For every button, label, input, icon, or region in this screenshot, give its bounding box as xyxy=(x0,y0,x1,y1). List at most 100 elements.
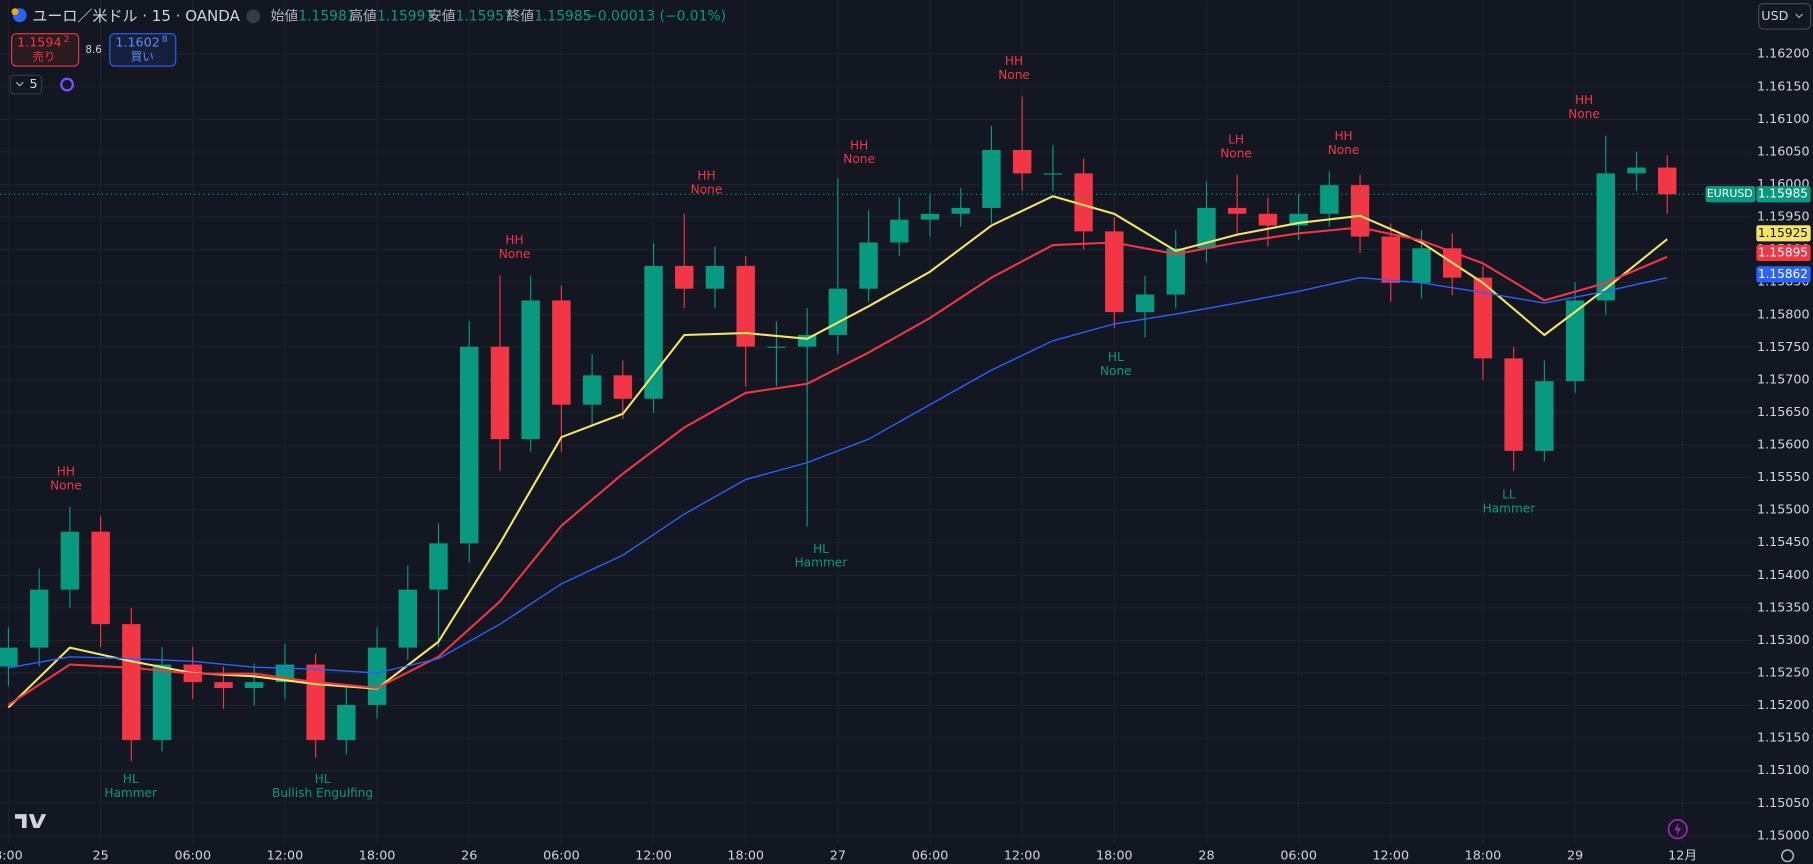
candle-body xyxy=(337,704,356,741)
candle-body xyxy=(644,265,663,399)
candle-body xyxy=(982,149,1001,208)
plot: EURUSD 1.159851.159251.158951.15862HHNone… xyxy=(0,54,1811,800)
ohlc-label: 安値 xyxy=(428,8,456,24)
y-tick-label: 1.15750 xyxy=(1757,339,1810,354)
candle-body xyxy=(1504,358,1523,451)
swing-label: HH xyxy=(57,464,75,478)
x-tick-label: 18:00 xyxy=(1465,847,1502,862)
x-tick-label: 12:00 xyxy=(1372,847,1409,862)
alert-icon[interactable] xyxy=(1667,819,1688,840)
y-tick-label: 1.15600 xyxy=(1757,437,1810,452)
x-tick-label: 12:00 xyxy=(635,847,672,862)
candle-body xyxy=(1258,213,1278,226)
candle-body xyxy=(1166,248,1185,295)
y-tick-label: 1.16050 xyxy=(1757,143,1810,158)
swing-label: HL xyxy=(123,772,139,786)
pattern-label: None xyxy=(998,68,1030,82)
x-tick-label: 06:00 xyxy=(1280,847,1317,862)
candle-body xyxy=(1350,185,1370,237)
chevron xyxy=(1795,13,1804,19)
price-tag xyxy=(1756,186,1811,203)
swing-label: HL xyxy=(1108,350,1124,364)
sell-label: 売り xyxy=(32,49,55,63)
swing-label: HH xyxy=(1334,129,1352,143)
candle-body xyxy=(29,589,49,648)
candle-body xyxy=(1074,173,1093,232)
candle-body xyxy=(1596,173,1616,301)
x-tick-label: 12:00 xyxy=(1004,847,1041,862)
ohlc-label: 始値 xyxy=(271,8,299,24)
x-tick-label: 06:00 xyxy=(912,847,949,862)
x-tick-label: 18:00 xyxy=(727,847,764,862)
price-tag xyxy=(1756,244,1811,261)
candle-body xyxy=(1043,173,1063,175)
swing-label: HH xyxy=(1575,93,1593,107)
x-tick-label: 18:00 xyxy=(1096,847,1133,862)
indicator-toggle[interactable] xyxy=(9,74,43,95)
candle-body xyxy=(828,288,848,335)
x-tick-label: 06:00 xyxy=(543,847,580,862)
buy-button[interactable] xyxy=(109,33,177,67)
symbol[interactable]: ユーロ／米ドル · 15 · OANDA xyxy=(32,7,240,25)
sell-price: 1.1594 xyxy=(17,34,61,49)
ohlc-value: 1.15957 xyxy=(456,8,513,24)
candle-body xyxy=(1535,381,1554,451)
y-tick-label: 1.15450 xyxy=(1757,534,1810,549)
sell-button[interactable] xyxy=(10,33,80,67)
y-tick-label: 1.15950 xyxy=(1757,209,1810,224)
candle-body xyxy=(398,589,418,648)
x-tick-label: 26 xyxy=(461,847,477,862)
y-tick-label: 1.16100 xyxy=(1757,111,1810,126)
candle-body xyxy=(1381,236,1400,283)
pattern-label: None xyxy=(499,247,531,261)
price-tag-label: 1.15895 xyxy=(1758,245,1808,259)
candle-body xyxy=(1473,277,1493,359)
price-tag xyxy=(1756,266,1811,283)
x-tick-label: 06:00 xyxy=(174,847,211,862)
symbol-tag xyxy=(1705,186,1756,203)
candle-body xyxy=(582,375,602,405)
swing-label: HL xyxy=(315,772,331,786)
swing-label: HL xyxy=(813,542,829,556)
candle-body xyxy=(951,207,970,214)
price-tag-label: 1.15985 xyxy=(1758,187,1808,201)
candle-body xyxy=(1565,300,1585,382)
candle-body xyxy=(1627,167,1646,174)
candle-body xyxy=(490,346,510,440)
pattern-label: None xyxy=(50,478,82,492)
currency-select[interactable] xyxy=(1758,3,1812,30)
candle-body xyxy=(152,664,172,741)
y-tick-label: 1.16150 xyxy=(1757,78,1810,93)
pattern-label: Hammer xyxy=(104,786,157,800)
pattern-label: None xyxy=(691,182,723,196)
candle-body xyxy=(1658,167,1677,195)
y-tick-label: 1.15500 xyxy=(1757,502,1810,517)
pattern-label: Bullish Engulfing xyxy=(272,786,373,800)
swing-label: LH xyxy=(1228,133,1244,147)
candle-body xyxy=(1227,207,1247,214)
status-icon xyxy=(246,9,261,24)
candle-body xyxy=(1197,207,1216,249)
candle-body xyxy=(460,346,479,544)
pattern-label: None xyxy=(1220,146,1252,160)
candle-body xyxy=(767,346,786,348)
price-tag xyxy=(1756,225,1811,242)
y-tick-label: 1.15350 xyxy=(1757,599,1810,614)
moving-average xyxy=(7,226,1668,706)
sync-icon[interactable] xyxy=(60,77,74,92)
candle-body xyxy=(736,265,755,347)
candle-body xyxy=(60,531,80,590)
indicator-count: 5 xyxy=(29,76,37,91)
ohlc-label: 高値 xyxy=(349,7,377,24)
candle-body xyxy=(705,265,725,289)
y-tick-label: 1.15400 xyxy=(1757,567,1810,582)
settings-icon[interactable] xyxy=(1781,849,1795,863)
swing-label: HH xyxy=(505,233,523,247)
pattern-label: Hammer xyxy=(795,556,848,570)
candle-body xyxy=(0,647,18,667)
y-tick-label: 1.15150 xyxy=(1757,730,1810,745)
candle-body xyxy=(1135,294,1155,313)
x-tick-label: 29 xyxy=(1567,847,1583,862)
y-tick-label: 1.15550 xyxy=(1757,469,1810,484)
symbol-tag-label: EURUSD xyxy=(1707,187,1753,200)
